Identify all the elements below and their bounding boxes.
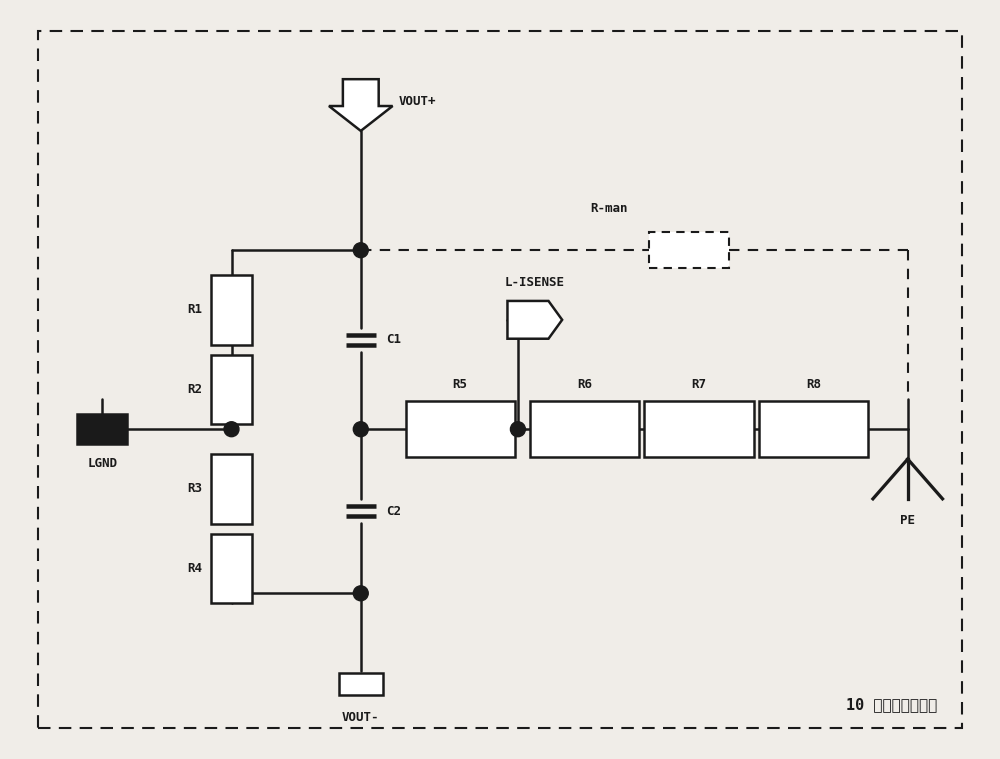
Text: 10 漏电流采集模块: 10 漏电流采集模块 [846,698,938,713]
Text: R5: R5 [453,379,468,392]
Text: PE: PE [900,514,915,527]
Text: R4: R4 [188,562,203,575]
Bar [211,354,252,424]
Bar [530,402,639,457]
Circle shape [353,243,368,258]
Text: C2: C2 [386,505,401,518]
Text: LGND: LGND [87,457,117,470]
Bar [211,275,252,345]
Bar [406,402,515,457]
Circle shape [353,586,368,601]
Bar [211,534,252,603]
Polygon shape [507,301,562,339]
Text: R7: R7 [691,379,706,392]
Bar [649,232,729,268]
Polygon shape [329,79,393,131]
Text: C1: C1 [386,333,401,346]
Text: R6: R6 [577,379,592,392]
Text: R2: R2 [188,383,203,396]
Text: R8: R8 [806,379,821,392]
Bar [644,402,754,457]
Text: VOUT+: VOUT+ [399,95,436,108]
Text: L-ISENSE: L-ISENSE [505,276,565,289]
Text: R1: R1 [188,304,203,317]
Text: VOUT-: VOUT- [342,710,380,723]
Bar [211,454,252,524]
Circle shape [353,422,368,436]
Bar [77,414,127,444]
Circle shape [224,422,239,436]
Text: R-man: R-man [591,203,628,216]
Text: R3: R3 [188,483,203,496]
Bar [339,673,383,694]
Circle shape [510,422,525,436]
Bar [759,402,868,457]
